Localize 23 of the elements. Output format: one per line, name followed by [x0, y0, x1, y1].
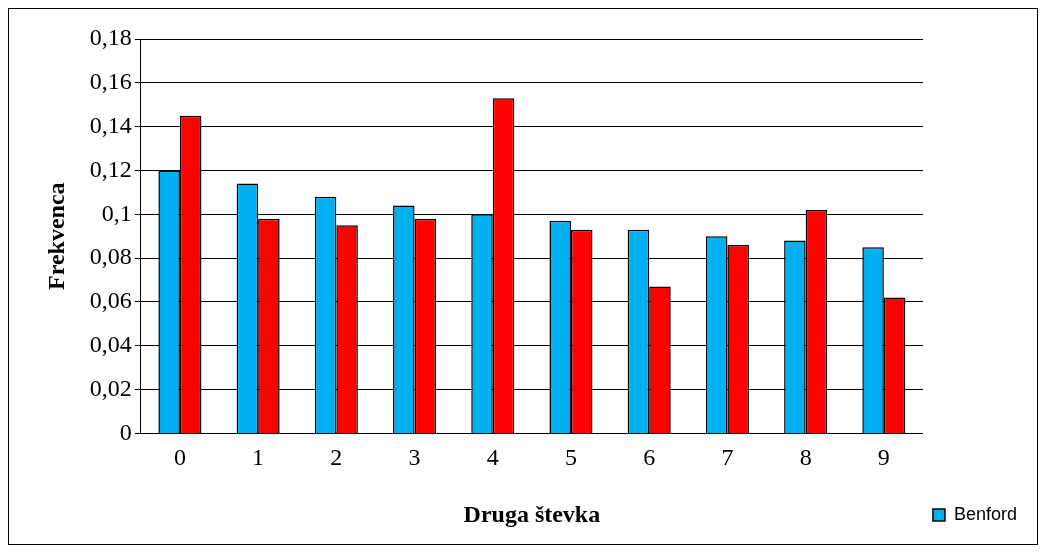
- x-tick-label: 0: [173, 444, 186, 471]
- x-tick-label: 3: [408, 444, 421, 471]
- x-tick-label: 7: [721, 444, 734, 471]
- y-tick-label: 0,08: [89, 243, 132, 270]
- x-tick-label: 5: [564, 444, 577, 471]
- y-tick-label: 0,12: [89, 155, 132, 182]
- x-tick-label: 8: [799, 444, 812, 471]
- x-tick-label: 4: [486, 444, 499, 471]
- x-tick-label: 6: [643, 444, 656, 471]
- y-tick-label: 0,04: [89, 331, 132, 358]
- x-tick-label: 2: [330, 444, 343, 471]
- y-tick-label: 0,16: [89, 68, 132, 95]
- y-tick-label: 0,02: [89, 374, 132, 401]
- x-tick-label: 9: [877, 444, 890, 471]
- y-tick-label: 0: [119, 418, 132, 445]
- y-tick-label: 0,06: [89, 287, 132, 314]
- y-tick-label: 0,18: [89, 24, 132, 51]
- x-axis-title: Druga števka: [463, 500, 601, 527]
- y-tick-label: 0,1: [101, 199, 132, 226]
- y-axis-title: Frekvenca: [42, 182, 69, 290]
- y-tick-label: 0,14: [89, 111, 132, 138]
- legend-label: Benford: [953, 503, 1017, 524]
- x-tick-label: 1: [252, 444, 265, 471]
